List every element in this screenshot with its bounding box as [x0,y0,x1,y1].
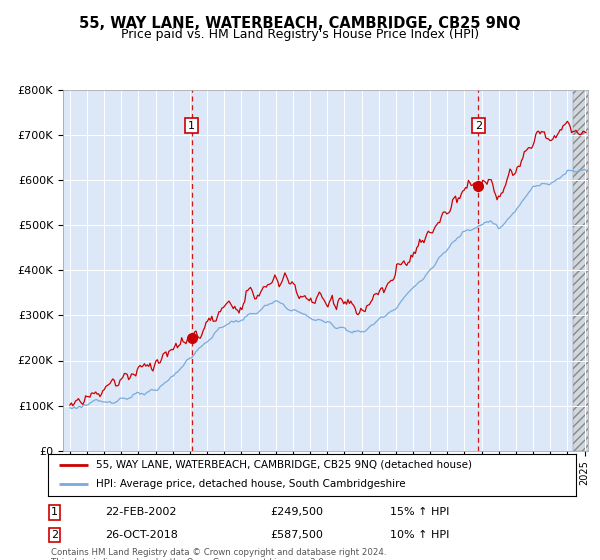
Bar [573,90,596,451]
Text: 10% ↑ HPI: 10% ↑ HPI [390,530,449,540]
Text: 1: 1 [51,507,58,517]
Text: 1: 1 [188,121,195,130]
Text: 2: 2 [475,121,482,130]
Text: 22-FEB-2002: 22-FEB-2002 [105,507,176,517]
Text: 2: 2 [51,530,58,540]
Text: £249,500: £249,500 [270,507,323,517]
Text: Contains HM Land Registry data © Crown copyright and database right 2024.
This d: Contains HM Land Registry data © Crown c… [51,548,386,560]
Bar [573,90,596,451]
Text: 55, WAY LANE, WATERBEACH, CAMBRIDGE, CB25 9NQ (detached house): 55, WAY LANE, WATERBEACH, CAMBRIDGE, CB2… [95,460,472,470]
Text: 55, WAY LANE, WATERBEACH, CAMBRIDGE, CB25 9NQ: 55, WAY LANE, WATERBEACH, CAMBRIDGE, CB2… [79,16,521,31]
Text: 15% ↑ HPI: 15% ↑ HPI [390,507,449,517]
Text: HPI: Average price, detached house, South Cambridgeshire: HPI: Average price, detached house, Sout… [95,479,405,489]
Text: 26-OCT-2018: 26-OCT-2018 [105,530,178,540]
Text: £587,500: £587,500 [270,530,323,540]
Text: Price paid vs. HM Land Registry's House Price Index (HPI): Price paid vs. HM Land Registry's House … [121,28,479,41]
